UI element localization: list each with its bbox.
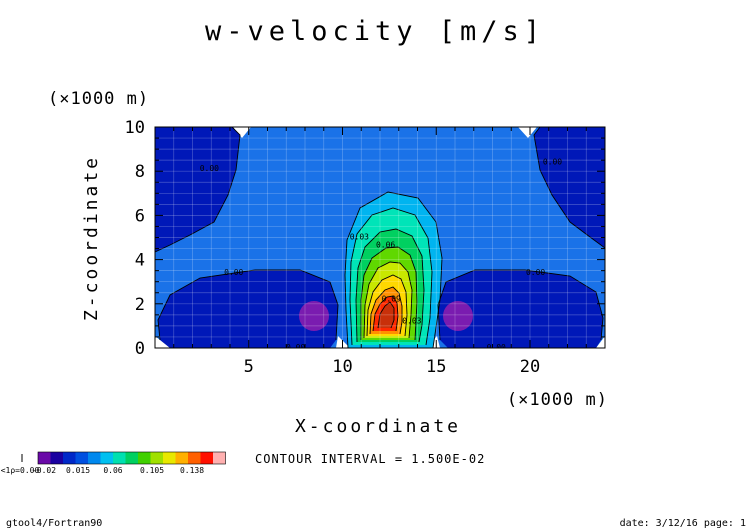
chart-title: w-velocity [m/s] bbox=[205, 16, 545, 47]
y-tick-label: 6 bbox=[135, 206, 145, 226]
contour-label: 0.00 bbox=[526, 268, 545, 277]
contour-label: 0.00 bbox=[487, 343, 506, 352]
contour-label: 0.00 bbox=[543, 158, 562, 167]
footer-left: gtool4/Fortran90 bbox=[6, 518, 102, 529]
y-tick-label: 0 bbox=[135, 339, 145, 359]
region-min-left bbox=[299, 301, 329, 331]
x-tick-label: 10 bbox=[332, 357, 352, 377]
contour-interval: CONTOUR INTERVAL = 1.500E-02 bbox=[255, 452, 485, 466]
contour-label: 0.03 bbox=[350, 233, 369, 242]
x-tick-label: 5 bbox=[244, 357, 254, 377]
region-min-right bbox=[443, 301, 473, 331]
colorbar-swatch bbox=[50, 452, 63, 464]
colorbar-swatch bbox=[188, 452, 201, 464]
notch-bottom-right bbox=[596, 336, 605, 348]
contour-label: 0.00 bbox=[200, 164, 219, 173]
y-tick-label: 4 bbox=[135, 251, 145, 271]
colorbar-swatch bbox=[175, 452, 188, 464]
contour-label: 0.00 bbox=[286, 343, 305, 352]
colorbar-label: 0.105 bbox=[140, 466, 164, 475]
colorbar-swatch bbox=[163, 452, 176, 464]
y-tick-label: 2 bbox=[135, 295, 145, 315]
x-unit-label: (×1000 m) bbox=[507, 390, 608, 410]
contour-labels: 0.03 0.06 0.09 0.03 0.00 0.00 0.00 0.00 0.00 0.00 bbox=[200, 158, 563, 352]
notch-top-left bbox=[233, 127, 251, 138]
axis-ticks bbox=[155, 126, 605, 349]
x-tick-label: 20 bbox=[520, 357, 540, 377]
x-tick-label: 15 bbox=[426, 357, 446, 377]
colorbar-swatch bbox=[125, 452, 138, 464]
region-negative-bottom-right bbox=[438, 270, 603, 348]
y-tick-label: 8 bbox=[135, 162, 145, 182]
colorbar-frame bbox=[37, 451, 226, 465]
colorbar-label: 0.138 bbox=[180, 466, 204, 475]
colorbar-swatch bbox=[63, 452, 76, 464]
colorbar-swatch bbox=[38, 452, 51, 464]
colorbar-swatch bbox=[200, 452, 213, 464]
notch-top-right bbox=[518, 127, 537, 138]
colorbar-swatch bbox=[88, 452, 101, 464]
grid-lines bbox=[155, 127, 605, 348]
colorbar-label: 0.06 bbox=[103, 466, 122, 475]
colorbar-labels: <1ρ=0.00-0.02 0.015 0.06 0.105 0.138 bbox=[1, 466, 204, 475]
plume-level-9 bbox=[378, 302, 394, 328]
y-axis-title: Z-coordinate bbox=[81, 155, 102, 321]
colorbar-swatch bbox=[75, 452, 88, 464]
notch-bottom-left bbox=[155, 336, 170, 348]
colorbar-swatch bbox=[150, 452, 163, 464]
colorbar-swatch bbox=[113, 452, 126, 464]
colorbar bbox=[21, 451, 226, 465]
y-tick-label: 10 bbox=[125, 118, 145, 138]
region-negative-bottom-left bbox=[158, 270, 338, 348]
colorbar-label: -0.02 bbox=[32, 466, 56, 475]
colorbar-label: <1ρ=0.00 bbox=[1, 466, 40, 475]
region-negative-top-left bbox=[155, 127, 240, 252]
colorbar-swatch bbox=[100, 452, 113, 464]
colorbar-swatch bbox=[213, 452, 226, 464]
contour-label: 0.03 bbox=[402, 317, 421, 326]
colorbar-label: 0.015 bbox=[66, 466, 90, 475]
contour-label: 0.09 bbox=[382, 295, 401, 304]
colorbar-swatch bbox=[138, 452, 151, 464]
plot-area: 0.03 0.06 0.09 0.03 0.00 0.00 0.00 0.00 0.00 0.00 bbox=[155, 127, 605, 352]
x-axis-title: X-coordinate bbox=[295, 416, 461, 437]
region-negative-top-right bbox=[534, 127, 605, 248]
footer-right: date: 3/12/16 page: 1 bbox=[620, 518, 746, 529]
tick-labels: 5 10 15 20 0 2 4 6 8 10 bbox=[125, 118, 541, 377]
contour-lines bbox=[155, 127, 605, 348]
contour-label: 0.00 bbox=[224, 268, 243, 277]
y-unit-label: (×1000 m) bbox=[48, 89, 149, 109]
contour-label: 0.06 bbox=[376, 240, 395, 249]
